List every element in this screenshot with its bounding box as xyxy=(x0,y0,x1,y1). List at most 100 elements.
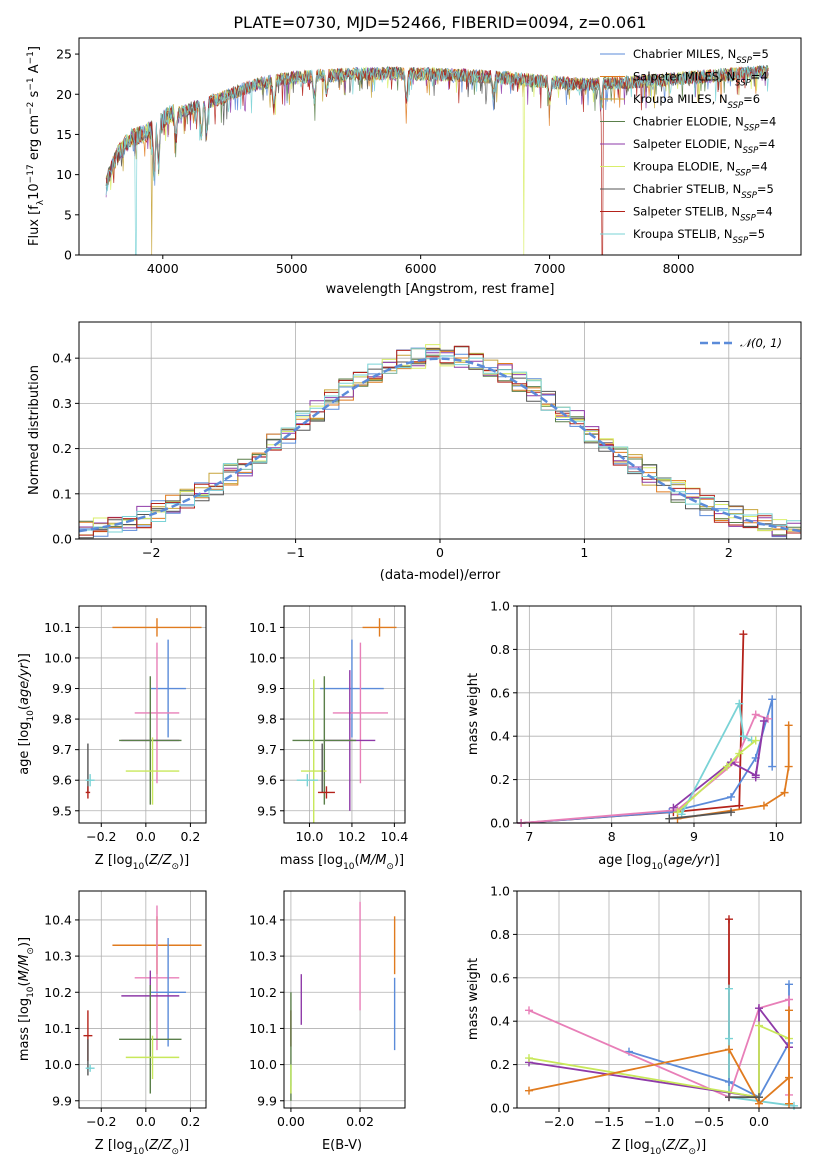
label-part: −2 xyxy=(26,102,36,115)
label-part: )] xyxy=(179,1138,189,1153)
x-tick-label: 7000 xyxy=(534,261,566,276)
figure-title: PLATE=0730, MJD=52466, FIBERID=0094, z=0… xyxy=(233,13,646,32)
label-part: erg cm xyxy=(27,115,42,164)
x-tick-label: 7 xyxy=(525,829,533,844)
y-tick-label: 10.2 xyxy=(44,985,72,1000)
legend-entry: Kroupa MILES, NSSP=6 xyxy=(633,92,760,111)
label-part: Z/Z xyxy=(665,1138,689,1153)
x-tick-label: −1 xyxy=(286,545,304,560)
label-part: 10 xyxy=(26,710,36,722)
axes-frame xyxy=(516,605,802,824)
axes-frame xyxy=(516,890,802,1109)
spectrum-panel: 4000 5000 6000 7000 8000 0 5 10 15 20 25 wavelength… xyxy=(26,37,802,297)
legend-entry-part: =4 xyxy=(751,70,768,84)
weight-z-xlabel: Z [log10(Z/Z⊙)] xyxy=(612,1138,706,1157)
mass-z-ylabel: mass [log10(M/M⊙)] xyxy=(17,937,36,1061)
label-part: )] xyxy=(710,853,720,868)
legend-entry-part: =4 xyxy=(751,160,768,174)
label-part: mass [ xyxy=(17,1018,32,1061)
legend-entry-normal: 𝒩(0, 1) xyxy=(740,336,782,350)
label-part: 10 xyxy=(26,986,36,998)
label-part: Z [ xyxy=(95,1138,113,1153)
label-part: M/M xyxy=(17,955,32,982)
y-tick-label: 0.8 xyxy=(490,642,510,657)
label-part: Flux [f xyxy=(27,205,42,246)
y-tick-label: 9.5 xyxy=(52,803,72,818)
weight-marker xyxy=(764,714,773,723)
weight-marker xyxy=(722,762,731,771)
legend-entry-part: SSP xyxy=(728,101,744,111)
legend-entry-part: =4 xyxy=(758,137,775,151)
weight-line-salpeter-miles xyxy=(528,1010,790,1106)
weight-marker xyxy=(759,717,768,726)
x-tick-label: 1 xyxy=(580,545,588,560)
legend-entry: Salpeter ELODIE, NSSP=4 xyxy=(633,137,775,156)
error-point xyxy=(317,786,335,799)
label-part: Z/Z xyxy=(148,853,172,868)
x-tick-label: 10 xyxy=(768,829,784,844)
label-part: ( xyxy=(17,705,32,710)
weight-marker xyxy=(725,984,733,993)
y-tick-label: 9.9 xyxy=(52,1093,72,1108)
weight-line-salpeter-stelib xyxy=(521,634,745,824)
error-point xyxy=(85,774,95,787)
x-tick-label: 0.2 xyxy=(180,1114,200,1129)
weight-marker xyxy=(669,803,678,812)
legend-entry-part: SSP xyxy=(744,124,760,134)
weight-marker xyxy=(785,1073,793,1082)
legend-entry-part: =5 xyxy=(748,227,765,241)
weight-line-chabrier-stelib xyxy=(669,811,732,820)
weight-marker xyxy=(755,1021,763,1030)
y-tick-label: 1.0 xyxy=(490,884,510,899)
label-part: 10 xyxy=(651,862,663,872)
weight-marker xyxy=(525,1054,533,1063)
weight-marker xyxy=(725,1034,733,1043)
label-part: −1 xyxy=(26,77,36,90)
legend-entry: Chabrier ELODIE, NSSP=4 xyxy=(633,115,776,134)
legend-entry-part: Chabrier STELIB, N xyxy=(633,182,741,196)
normal-curve xyxy=(78,357,802,533)
label-part: 10 xyxy=(343,862,355,872)
error-point xyxy=(125,737,180,805)
y-tick-label: 10 xyxy=(56,167,72,182)
x-tick-label: 10.2 xyxy=(338,829,366,844)
label-part: Z/Z xyxy=(148,1138,172,1153)
legend-entry-part: Salpeter MILES, N xyxy=(633,70,735,84)
legend-entry-part: Kroupa ELODIE, N xyxy=(633,160,735,174)
label-part: A xyxy=(27,64,42,77)
y-tick-label: 0.3 xyxy=(52,396,72,411)
weight-line-kroupa-stelib xyxy=(680,700,753,815)
weight-marker xyxy=(768,695,777,704)
weight-marker xyxy=(755,1004,763,1013)
label-part: log xyxy=(632,853,652,868)
label-part: ⊙ xyxy=(171,862,179,872)
y-tick-label: 0.0 xyxy=(490,1101,510,1116)
y-tick-label: 25 xyxy=(56,47,72,62)
y-tick-label: 0.2 xyxy=(490,772,510,787)
x-tick-label: 9 xyxy=(690,829,698,844)
y-tick-label: 15 xyxy=(56,127,72,142)
y-tick-label: 10.0 xyxy=(44,650,72,665)
histogram-step-salpeter-miles xyxy=(79,347,801,533)
label-part: ( xyxy=(661,1138,666,1153)
y-tick-label: 9.8 xyxy=(257,712,277,727)
legend-entry-part: SSP xyxy=(736,56,752,66)
label-part: ( xyxy=(355,853,360,868)
weight-marker xyxy=(727,792,736,801)
weight-marker xyxy=(725,1077,733,1086)
weight-marker xyxy=(784,762,793,771)
histogram-step-chabrier-stelib xyxy=(79,346,801,539)
error-point xyxy=(119,985,182,1094)
y-tick-label: 9.8 xyxy=(52,712,72,727)
label-part: age [ xyxy=(598,853,631,868)
error-point xyxy=(292,676,357,805)
label-part: M/M xyxy=(360,853,387,868)
x-tick-label: 10.0 xyxy=(296,829,324,844)
weight-line-salpeter-elodie xyxy=(672,720,765,809)
weight-marker xyxy=(785,980,793,989)
label-part: log xyxy=(113,853,133,868)
weight-vs-metallicity-panel: −2.0 −1.5 −1.0 −0.5 0.0 0.0 0.2 0.4 0.6 0.8 1.0 Z [… xyxy=(466,884,802,1157)
label-part: log xyxy=(17,998,32,1018)
spectrum-xlabel: wavelength [Angstrom, rest frame] xyxy=(326,282,555,297)
